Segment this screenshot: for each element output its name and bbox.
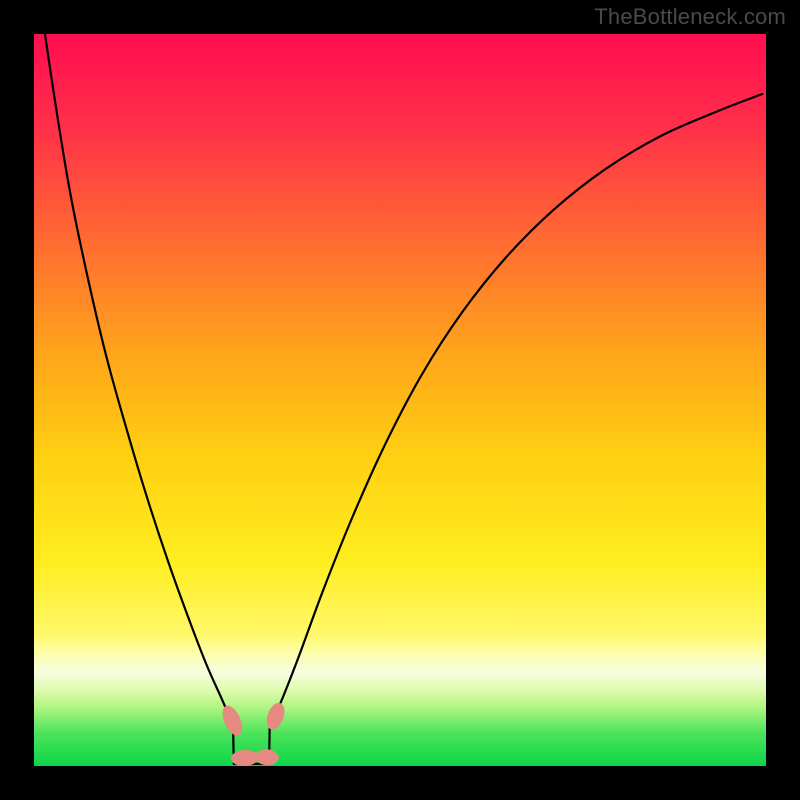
bottleneck-chart [0,0,800,800]
watermark-text: TheBottleneck.com [594,4,786,30]
chart-frame: TheBottleneck.com [0,0,800,800]
